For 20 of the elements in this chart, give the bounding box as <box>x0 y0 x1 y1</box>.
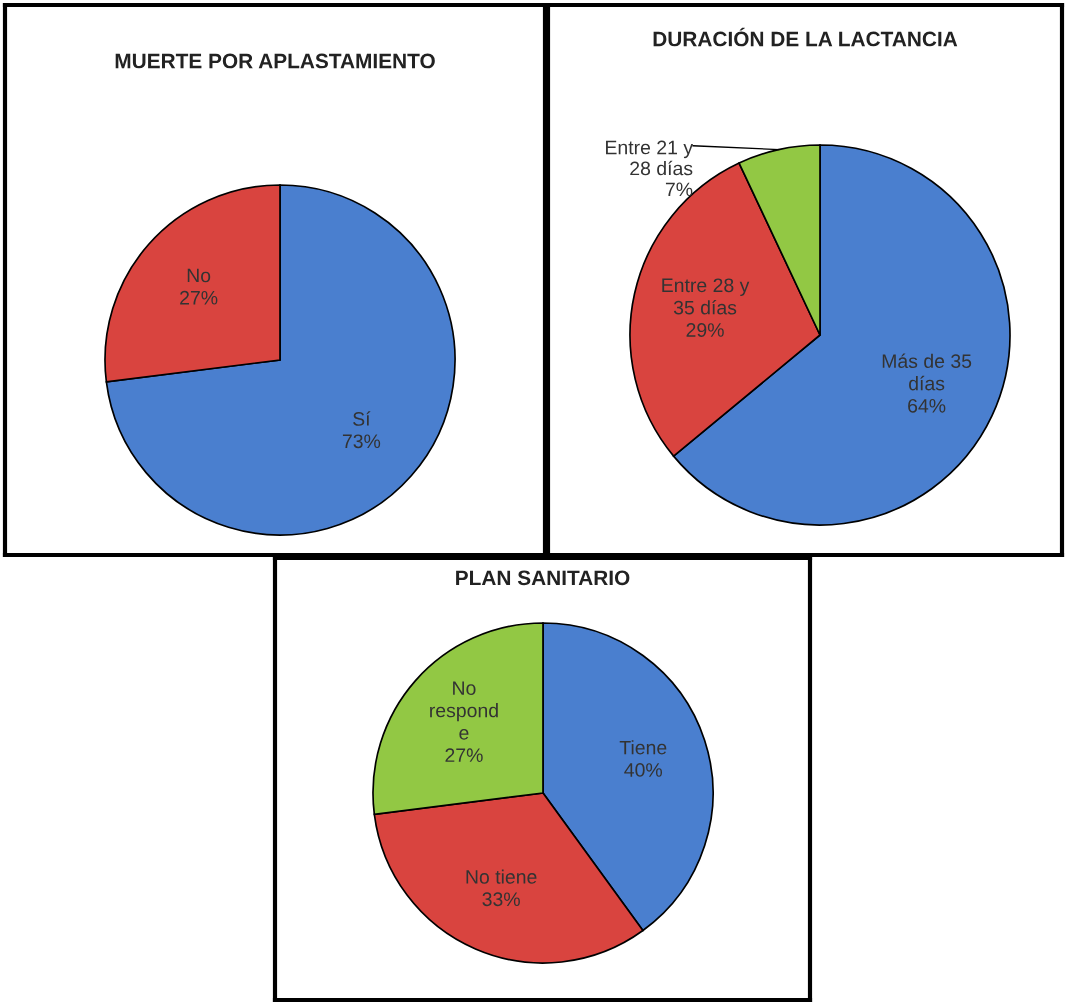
data-label: 7% <box>665 182 693 197</box>
slice-label: Sí <box>353 411 371 426</box>
slice-label: No <box>187 268 211 283</box>
chart-title: PLAN SANITARIO <box>456 570 630 586</box>
data-label: 27% <box>445 748 483 762</box>
data-label: 40% <box>624 763 663 777</box>
slice-label: No tiene <box>466 869 537 884</box>
data-label: 64% <box>908 398 946 413</box>
chart-title: DURACIÓN DE LA LACTANCIA <box>653 27 958 47</box>
slice-label: Entre 21 y 28 días <box>606 140 694 176</box>
slice-label: No respond e <box>430 681 498 740</box>
slice-label: Entre 28 y 35 días <box>662 278 750 315</box>
slice-label: Más de 35 días <box>882 353 972 391</box>
data-label: 29% <box>686 323 724 337</box>
pie-slice <box>105 184 456 536</box>
data-label: 33% <box>482 892 520 907</box>
data-label: 27% <box>180 290 218 305</box>
data-label: 73% <box>342 434 381 449</box>
chart-title: MUERTE POR APLASTAMIENTO <box>115 53 435 69</box>
slice-label: Tiene <box>619 740 667 755</box>
